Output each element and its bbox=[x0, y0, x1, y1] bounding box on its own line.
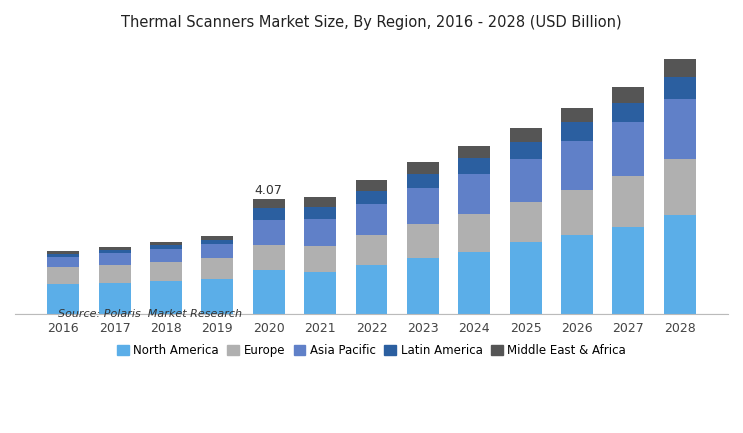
Bar bbox=[510, 202, 542, 242]
Bar bbox=[201, 279, 233, 314]
Bar bbox=[561, 108, 593, 123]
Bar bbox=[48, 268, 80, 284]
Bar bbox=[561, 190, 593, 235]
Bar bbox=[663, 159, 695, 215]
Bar bbox=[201, 236, 233, 239]
Bar bbox=[510, 142, 542, 158]
Bar bbox=[304, 271, 336, 314]
Bar bbox=[253, 245, 285, 270]
Bar bbox=[253, 270, 285, 314]
Bar bbox=[48, 257, 80, 268]
Bar bbox=[99, 283, 131, 314]
Bar bbox=[612, 176, 644, 226]
Legend: North America, Europe, Asia Pacific, Latin America, Middle East & Africa: North America, Europe, Asia Pacific, Lat… bbox=[112, 339, 631, 362]
Title: Thermal Scanners Market Size, By Region, 2016 - 2028 (USD Billion): Thermal Scanners Market Size, By Region,… bbox=[121, 15, 622, 30]
Bar bbox=[150, 262, 182, 281]
Bar bbox=[150, 281, 182, 314]
Bar bbox=[458, 214, 490, 252]
Bar bbox=[201, 258, 233, 279]
Bar bbox=[253, 208, 285, 220]
Bar bbox=[356, 191, 387, 204]
Bar bbox=[458, 146, 490, 158]
Bar bbox=[510, 158, 542, 202]
Bar bbox=[663, 215, 695, 314]
Text: 4.07: 4.07 bbox=[255, 184, 283, 197]
Bar bbox=[458, 174, 490, 214]
Bar bbox=[304, 219, 336, 246]
Bar bbox=[407, 224, 439, 258]
Bar bbox=[304, 197, 336, 207]
Bar bbox=[510, 128, 542, 142]
Bar bbox=[99, 250, 131, 253]
Bar bbox=[663, 59, 695, 77]
Bar bbox=[407, 188, 439, 224]
Bar bbox=[356, 235, 387, 265]
Bar bbox=[458, 158, 490, 174]
Bar bbox=[356, 265, 387, 314]
Bar bbox=[561, 123, 593, 141]
Bar bbox=[201, 239, 233, 243]
Bar bbox=[612, 226, 644, 314]
Bar bbox=[150, 245, 182, 249]
Bar bbox=[304, 246, 336, 271]
Bar bbox=[612, 103, 644, 123]
Bar bbox=[304, 207, 336, 219]
Bar bbox=[612, 123, 644, 176]
Bar bbox=[253, 220, 285, 245]
Bar bbox=[201, 243, 233, 258]
Bar bbox=[253, 199, 285, 208]
Bar bbox=[48, 254, 80, 257]
Bar bbox=[407, 174, 439, 188]
Bar bbox=[150, 242, 182, 245]
Bar bbox=[150, 249, 182, 262]
Bar bbox=[561, 141, 593, 190]
Bar bbox=[561, 235, 593, 314]
Bar bbox=[407, 162, 439, 174]
Bar bbox=[663, 99, 695, 159]
Bar bbox=[48, 284, 80, 314]
Text: Source: Polaris  Market Research: Source: Polaris Market Research bbox=[58, 309, 241, 319]
Bar bbox=[356, 180, 387, 191]
Bar bbox=[612, 87, 644, 103]
Bar bbox=[99, 253, 131, 265]
Bar bbox=[407, 258, 439, 314]
Bar bbox=[99, 265, 131, 283]
Bar bbox=[99, 247, 131, 250]
Bar bbox=[48, 252, 80, 254]
Bar bbox=[510, 242, 542, 314]
Bar bbox=[458, 252, 490, 314]
Bar bbox=[663, 77, 695, 99]
Bar bbox=[356, 204, 387, 235]
